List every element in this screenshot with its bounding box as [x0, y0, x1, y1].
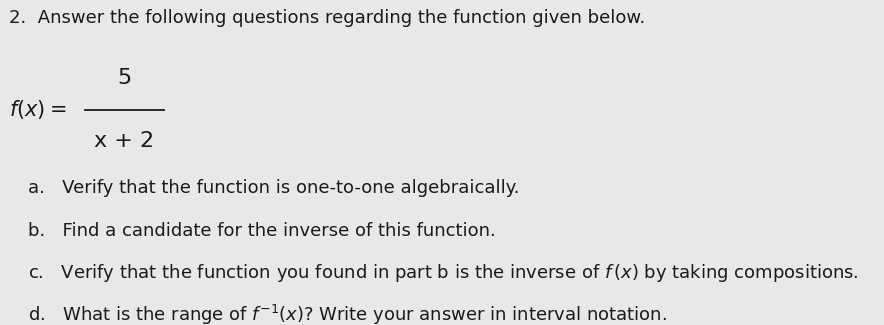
- Text: x + 2: x + 2: [95, 131, 155, 151]
- Text: 2.  Answer the following questions regarding the function given below.: 2. Answer the following questions regard…: [9, 9, 645, 27]
- Text: c.   Verify that the function you found in part b is the inverse of $f\,(x)$ by : c. Verify that the function you found in…: [28, 262, 859, 284]
- Text: a.   Verify that the function is one-to-one algebraically.: a. Verify that the function is one-to-on…: [28, 179, 520, 197]
- Text: $f(x) =$: $f(x) =$: [9, 98, 66, 121]
- Text: d.   What is the range of $f^{-1}(x)$? Write your answer in interval notation.: d. What is the range of $f^{-1}(x)$? Wri…: [28, 303, 667, 325]
- Text: 5: 5: [118, 68, 132, 88]
- Text: b.   Find a candidate for the inverse of this function.: b. Find a candidate for the inverse of t…: [28, 222, 496, 240]
